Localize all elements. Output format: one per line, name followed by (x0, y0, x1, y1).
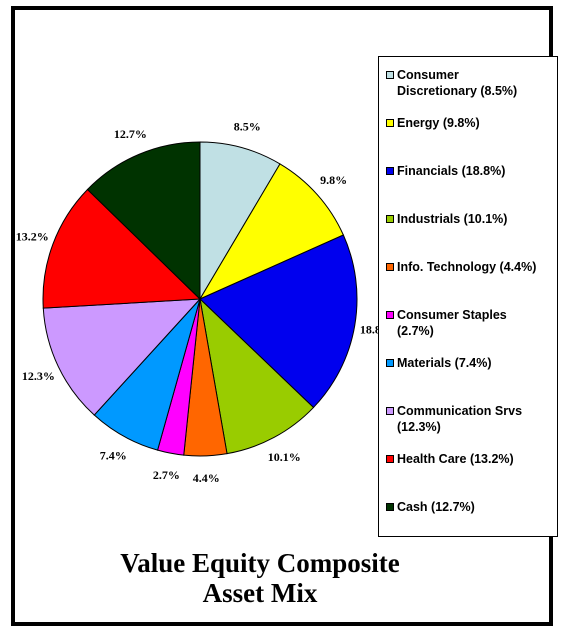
legend-label-9: Cash (12.7%) (397, 500, 475, 514)
legend-swatch-1 (386, 119, 394, 127)
legend: Consumer Discretionary (8.5%) Energy (9.8%… (378, 56, 558, 537)
legend-swatch-8 (386, 455, 394, 463)
pie-chart: 8.5%9.8%18.8%10.1%4.4%2.7%7.4%12.3%13.2%… (16, 119, 393, 485)
slice-label-4: 4.4% (193, 471, 220, 485)
chart-title: Value Equity Composite Asset Mix (60, 548, 460, 608)
legend-swatch-2 (386, 167, 394, 175)
legend-label-2: Financials (18.8%) (397, 164, 506, 178)
legend-label-8: Health Care (13.2%) (397, 452, 514, 466)
legend-swatch-7 (386, 407, 394, 415)
legend-label-0: Consumer Discretionary (8.5%) (397, 68, 518, 98)
slice-label-7: 12.3% (22, 369, 55, 383)
legend-swatch-3 (386, 215, 394, 223)
legend-label-7: Communication Srvs (12.3%) (397, 404, 523, 434)
chart-title-line-1: Value Equity Composite (120, 548, 400, 578)
slice-label-0: 8.5% (234, 119, 261, 133)
legend-label-3: Industrials (10.1%) (397, 212, 508, 226)
slice-label-8: 13.2% (16, 230, 49, 244)
legend-label-4: Info. Technology (4.4%) (397, 260, 537, 274)
pie-slice-8 (42, 188, 202, 309)
slice-label-5: 2.7% (153, 468, 180, 482)
pie-slice-0 (199, 141, 281, 301)
pie-slice-9 (86, 141, 201, 301)
slice-label-1: 9.8% (320, 173, 347, 187)
chart-title-line-2: Asset Mix (202, 578, 318, 608)
legend-swatch-5 (386, 311, 394, 319)
legend-swatch-9 (386, 503, 394, 511)
legend-swatch-4 (386, 263, 394, 271)
pie-slice-1 (198, 163, 345, 301)
slice-label-3: 10.1% (268, 450, 301, 464)
pie-slice-7 (42, 298, 202, 416)
legend-label-5: Consumer Staples (2.7%) (397, 308, 507, 338)
pie-slice-3 (199, 297, 315, 455)
legend-label-6: Materials (7.4%) (397, 356, 492, 370)
slice-label-6: 7.4% (100, 449, 127, 463)
legend-swatch-6 (386, 359, 394, 367)
legend-swatch-0 (386, 71, 394, 79)
pie-slice-2 (199, 234, 358, 409)
slice-label-9: 12.7% (114, 127, 147, 141)
legend-label-1: Energy (9.8%) (397, 116, 480, 130)
